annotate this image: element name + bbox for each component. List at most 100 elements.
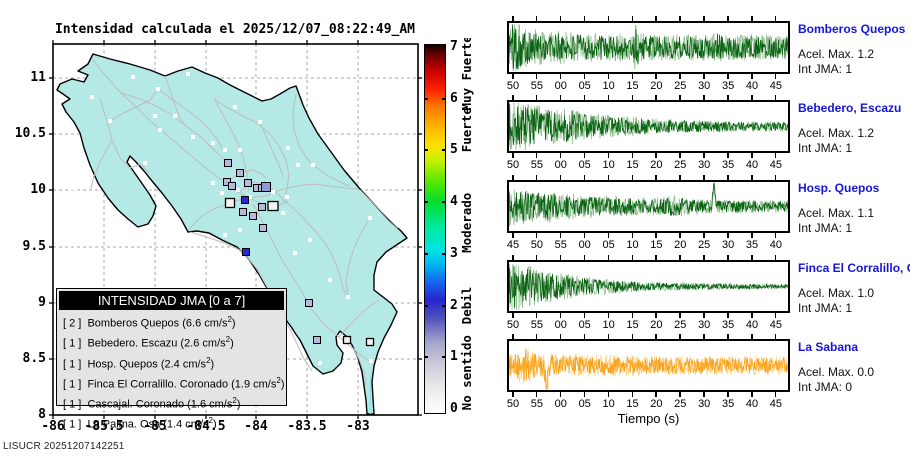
waveform-tick: [774, 95, 777, 100]
waveform-tick-label: 35: [721, 80, 735, 92]
waveform-tick-label: 00: [578, 239, 591, 251]
colorbar-tick: [424, 149, 428, 152]
waveform-tick: [655, 255, 657, 260]
road-line: [292, 93, 350, 187]
waveform-tick-label: 40: [745, 159, 759, 171]
waveform-tick: [512, 16, 514, 21]
station-marker-white: [156, 87, 160, 91]
waveform-tick: [655, 392, 657, 397]
road-line: [92, 59, 249, 199]
waveform-tick: [655, 233, 657, 238]
legend-station-row: [ 1 ] Cascajal. Coronado (1.6 cm/s2): [63, 396, 241, 411]
waveform-tick-label: 20: [650, 398, 663, 410]
waveform-tick: [703, 175, 705, 180]
waveform-tick: [774, 255, 777, 260]
x-axis-tick-label: -84.5: [186, 419, 226, 434]
waveform-tick: [679, 313, 681, 318]
station-marker-outlined: [342, 335, 352, 345]
watermark-text: LISUCR 20251207142251: [3, 441, 125, 452]
road-line: [259, 121, 284, 176]
accel-max-label: Acel. Max. 1.0: [798, 286, 875, 300]
waveform-tick-label: 20: [650, 159, 663, 171]
colorbar-category-label: Moderado: [459, 193, 474, 253]
station-marker-intensity1: [258, 203, 266, 211]
waveform-tick-label: 00: [554, 80, 567, 92]
waveform-tick-label: 45: [769, 319, 783, 331]
station-marker-intensity1: [228, 182, 236, 190]
waveform-tick: [774, 334, 777, 339]
colorbar-tick: [442, 356, 446, 359]
road-line: [284, 200, 347, 297]
colorbar-tick: [442, 304, 446, 307]
x-axis-tick-label: -83: [346, 419, 370, 434]
waveform-panel-3: [507, 180, 790, 233]
waveform-tick: [655, 16, 657, 21]
waveform-tick-label: 15: [626, 319, 639, 331]
waveform-tick: [583, 175, 586, 180]
waveform-tick-label: 05: [578, 319, 591, 331]
station-marker-intensity1: [249, 212, 257, 220]
station-marker-white: [191, 135, 195, 139]
colorbar-tick: [442, 252, 446, 255]
waveform-tick: [512, 392, 514, 397]
station-marker-white: [369, 359, 373, 363]
waveform-tick-label: 20: [674, 239, 687, 251]
waveform-tick: [512, 153, 514, 158]
accel-max-label: Acel. Max. 1.2: [798, 47, 875, 61]
waveform-tick-label: 55: [530, 80, 544, 92]
waveform-tick: [559, 392, 562, 397]
station-marker-bluegray: [261, 182, 271, 192]
waveform-tick: [535, 233, 538, 238]
station-marker-white: [153, 114, 157, 118]
waveform-tick: [607, 313, 610, 318]
waveform-tick: [703, 95, 705, 100]
waveform-tick: [751, 16, 753, 21]
waveform-tick: [774, 233, 777, 238]
waveform-tick: [535, 392, 538, 397]
legend-title: INTENSIDAD JMA [0 a 7]: [59, 291, 284, 310]
waveform-tick: [512, 334, 514, 339]
legend-rows: [ 2 ] Bomberos Quepos (6.6 cm/s2) [ 1 ] B…: [63, 312, 284, 434]
waveform-tick: [751, 153, 753, 158]
waveform-tick-label: 10: [626, 239, 639, 251]
colorbar-category-label: No sentido: [459, 335, 474, 410]
colorbar-tick-label: 4: [450, 194, 458, 210]
trace-main: [509, 24, 788, 70]
waveform-tick-label: 25: [674, 319, 687, 331]
waveform-tick-label: 40: [745, 319, 759, 331]
waveform-tick: [535, 16, 538, 21]
waveform-tick: [655, 153, 657, 158]
road-line: [345, 218, 370, 297]
waveform-tick: [535, 95, 538, 100]
trace-main: [509, 183, 788, 223]
station-marker-white: [311, 163, 315, 167]
waveform-tick: [535, 153, 538, 158]
waveform-tick: [703, 74, 705, 79]
colorbar-tick-label: 1: [450, 349, 458, 365]
x-axis-tick-label: -84: [244, 419, 268, 434]
waveform-tick-label: 30: [698, 159, 711, 171]
waveform-tick-label: 15: [650, 239, 663, 251]
waveform-tick: [512, 255, 514, 260]
waveform-tick-label: 10: [602, 159, 615, 171]
station-marker-intensity1: [239, 208, 247, 216]
y-axis-tick-label: 10.5: [14, 126, 46, 141]
station-marker-white: [308, 238, 312, 242]
waveform-tick: [512, 313, 514, 318]
int-jma-label: Int JMA: 0: [798, 380, 853, 394]
road-line: [359, 189, 399, 229]
waveform-tick: [727, 153, 729, 158]
waveform-tick-label: 55: [530, 159, 544, 171]
waveform-tick: [679, 153, 681, 158]
waveform-tick: [631, 334, 633, 339]
waveform-tick: [583, 74, 586, 79]
waveform-tick: [559, 95, 562, 100]
waveform-panel-5: [507, 339, 790, 392]
trace-main: [509, 103, 788, 145]
waveform-tick: [751, 95, 753, 100]
road-line: [109, 88, 159, 122]
colorbar-category-label: Muy Fuerte: [459, 38, 474, 110]
waveform-tick: [774, 175, 777, 180]
waveform-tick-label: 05: [578, 398, 591, 410]
